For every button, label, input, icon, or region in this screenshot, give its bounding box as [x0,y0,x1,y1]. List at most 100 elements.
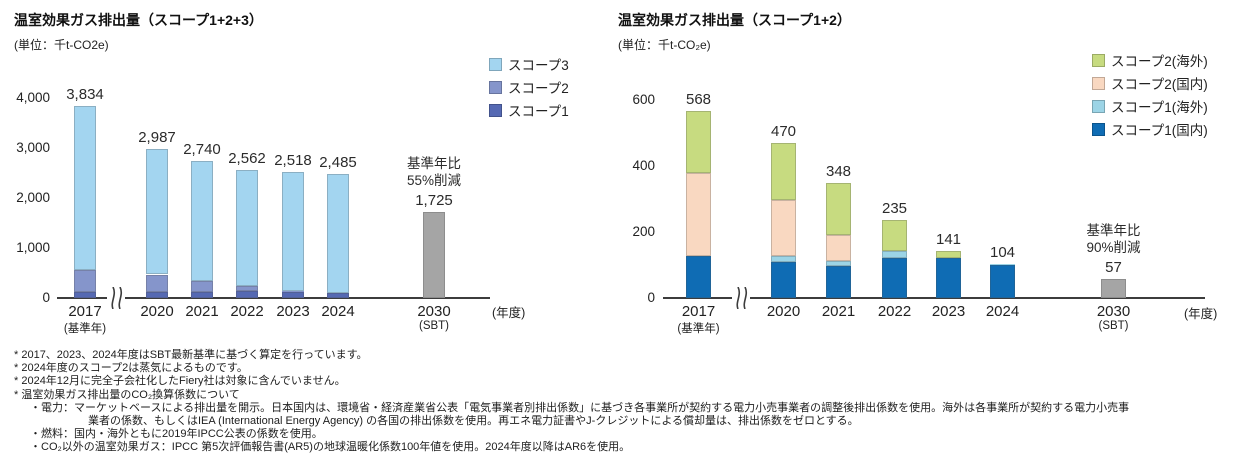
bar-segment-scope2-overseas [771,142,796,200]
bar-segment-scope2-overseas [936,251,961,259]
bar-value-label: 348 [825,163,852,181]
footnote-line: ・電力：マーケットベースによる排出量を開示。日本国内は、環境省・経済産業省公表「… [30,401,1130,414]
bar-value-label: 235 [881,200,908,218]
bar-segment-scope1 [236,290,258,298]
reduction-annotation: 基準年比 90%削減 [1069,222,1159,256]
legend-label: スコープ3 [508,58,569,73]
bar-segment-sbt-target [1101,279,1126,298]
x-tick-label: 2022 [877,303,912,320]
footnote-line: ・燃料：国内・海外ともに2019年IPCC公表の係数を使用。 [30,428,323,441]
bar-segment-scope1-domestic [686,255,711,298]
footnote-line: 業者の係数、もしくはIEA (International Energy Agen… [88,415,859,428]
x-tick-sublabel: (SBT) [1098,320,1129,332]
legend-swatch-scope1 [489,103,502,117]
x-tick-sublabel: (基準年) [677,323,720,335]
bar-segment-scope2-domestic [826,234,851,261]
bar-segment-scope3 [74,106,96,270]
legend-item: スコープ2(海外) [1092,50,1208,70]
axis-break-icon [107,286,125,314]
chart-title: 温室効果ガス排出量（スコープ1+2） [618,12,851,28]
legend-swatch-scope2-domestic [1092,76,1105,90]
reduction-annotation-line: 55%削減 [406,172,462,188]
y-tick-label: 200 [632,224,655,239]
bar-segment-scope2 [74,269,96,292]
bar-segment-scope1-overseas [882,251,907,258]
bar-value-label: 568 [685,90,712,108]
x-axis-unit-label: (年度) [1184,307,1218,321]
legend-item: スコープ1 [489,100,569,120]
y-tick-label: 3,000 [16,140,50,155]
x-tick-label: 2024 [985,303,1020,320]
unit-label: (単位：千t-CO2e) [14,38,109,52]
bar-value-label: 3,834 [66,86,104,104]
bar-segment-scope1-overseas [826,260,851,266]
bar-segment-scope1-domestic [882,257,907,298]
footnote-line: ・CO₂以外の温室効果ガス：IPCC 第5次評価報告書(AR5)の地球温暖化係数… [30,441,631,454]
footnote-line: * 2024年12月に完全子会社化したFiery社は対象に含んでいません。 [14,375,346,388]
bar-segment-scope2-overseas [686,110,711,174]
axis-break-icon [732,286,750,314]
legend-swatch-scope2-overseas [1092,53,1105,67]
x-tick-label: 2021 [185,303,219,320]
bar-segment-scope3 [191,161,213,281]
bar-value-label: 2,987 [138,128,176,146]
y-tick-label: 400 [632,158,655,173]
chart-title: 温室効果ガス排出量（スコープ1+2+3） [14,12,263,28]
bar-segment-scope3 [282,172,304,291]
bar-value-label: 104 [989,243,1016,261]
bar-value-label: 141 [935,231,962,249]
x-tick-label: 2023 [276,303,310,320]
x-tick-sublabel: (SBT) [418,320,450,332]
reduction-annotation-line: 90%削減 [1086,240,1141,256]
legend-swatch-scope3 [489,57,502,71]
bar-segment-scope3 [327,173,349,293]
bar-segment-scope1 [327,292,349,298]
bar-segment-scope1-overseas [771,256,796,263]
legend-item: スコープ2(国内) [1092,73,1208,93]
y-tick-label: 2,000 [16,190,50,205]
bar-value-label: 57 [1105,259,1122,277]
legend-label: スコープ2 [508,81,569,96]
bar-segment-scope2 [282,290,304,292]
legend-label: スコープ1(海外) [1111,100,1208,115]
x-tick-label: 2020 [140,303,174,320]
x-tick-sublabel: (基準年) [63,323,107,335]
y-tick-label: 0 [647,290,655,305]
legend-swatch-scope1-overseas [1092,99,1105,113]
bar-segment-scope1-domestic [936,258,961,298]
footnotes: * 2017、2023、2024年度はSBT最新基準に基づく算定を行っています。… [0,349,1240,455]
y-tick-label: 4,000 [16,90,50,105]
y-tick-label: 0 [42,290,50,305]
bar-value-label: 470 [770,122,797,140]
bar-segment-scope1-domestic [826,265,851,298]
legend-label: スコープ1(国内) [1111,123,1208,138]
x-tick-label: 2023 [931,303,966,320]
legend-swatch-scope2 [489,80,502,94]
reduction-annotation: 基準年比 55%削減 [389,155,479,189]
legend-swatch-scope1-domestic [1092,122,1105,136]
x-tick-label: 2030 [1096,303,1131,320]
bar-segment-scope1-domestic [771,262,796,298]
x-tick-label: 2022 [230,303,264,320]
bar-segment-scope2-domestic [771,199,796,257]
legend-item: スコープ2 [489,77,569,97]
x-axis-unit-label: (年度) [492,306,526,320]
bar-value-label: 1,725 [415,191,453,209]
bar-segment-scope3 [146,148,168,275]
unit-label: (単位：千t-CO₂e) [618,38,711,52]
bar-segment-scope3 [236,169,258,287]
x-tick-label: 2021 [821,303,856,320]
bar-segment-sbt-target [423,211,445,298]
bar-segment-scope1 [74,291,96,298]
bar-segment-scope1 [191,292,213,298]
y-tick-label: 1,000 [16,240,50,255]
bar-segment-scope2 [236,286,258,291]
legend-label: スコープ1 [508,104,569,119]
y-tick-label: 600 [632,92,655,107]
x-tick-label: 2024 [321,303,355,320]
bar-segment-scope2 [191,280,213,293]
bar-segment-scope1 [282,291,304,298]
x-tick-label: 2017 [68,303,102,320]
bar-segment-scope2-overseas [882,220,907,252]
